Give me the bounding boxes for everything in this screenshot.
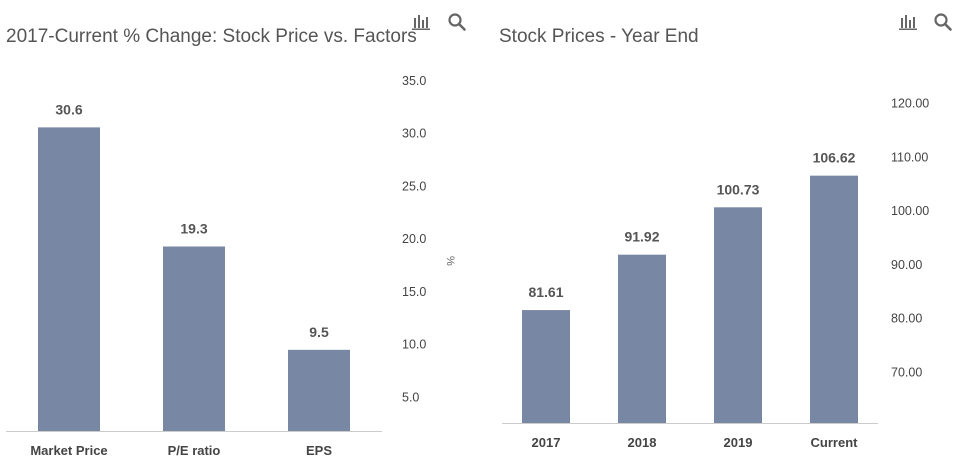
y-tick-label: 25.0 — [402, 179, 426, 193]
y-tick-label: 15.0 — [402, 285, 426, 299]
data-label: 91.92 — [624, 229, 659, 245]
y-tick-label: 100.00 — [891, 204, 929, 218]
bar — [618, 254, 666, 423]
y-tick-label: 35.0 — [402, 74, 426, 88]
chart-title: 2017-Current % Change: Stock Price vs. F… — [6, 26, 417, 47]
y-tick-label: 10.0 — [402, 338, 426, 352]
chart-title: Stock Prices - Year End — [499, 26, 699, 47]
x-tick-label: 2017 — [532, 435, 561, 450]
y-tick-label: 110.00 — [891, 150, 928, 164]
data-label: 100.73 — [717, 181, 760, 197]
bar — [163, 246, 225, 431]
y-tick-label: 20.0 — [402, 232, 426, 246]
search-icon[interactable] — [447, 12, 467, 32]
chart-panel-price-change: 2017-Current % Change: Stock Price vs. F… — [0, 0, 478, 472]
search-icon[interactable] — [933, 12, 953, 32]
x-tick-label: 2018 — [628, 435, 657, 450]
x-tick-label: P/E ratio — [168, 443, 221, 458]
bar — [288, 349, 350, 431]
bar — [714, 207, 762, 423]
bar-chart-icon[interactable] — [411, 12, 431, 32]
bar — [810, 175, 858, 423]
y-axis-unit: % — [444, 256, 456, 266]
bar-chart-stock-prices: 70.00 80.00 90.00 100.00 110.00 120.00 81.61 20… — [502, 97, 929, 450]
data-label: 30.6 — [55, 101, 82, 117]
chart-panel-stock-prices: Stock Prices - Year End 70.00 80.00 90.00 1… — [480, 0, 958, 472]
bar-chart-icon[interactable] — [898, 12, 918, 32]
x-tick-label: Market Price — [30, 443, 107, 458]
y-tick-label: 80.00 — [891, 312, 922, 326]
x-tick-label: Current — [811, 435, 859, 450]
bar — [522, 310, 570, 423]
data-label: 106.62 — [813, 150, 856, 166]
x-tick-label: EPS — [306, 443, 332, 458]
x-tick-label: 2019 — [724, 435, 753, 450]
y-tick-label: 5.0 — [402, 390, 419, 404]
y-tick-label: 70.00 — [891, 365, 922, 379]
y-tick-label: 30.0 — [402, 127, 426, 141]
bar — [38, 127, 100, 431]
y-tick-label: 90.00 — [891, 258, 922, 272]
data-label: 19.3 — [180, 221, 207, 237]
bar-chart-price-change: 5.0 10.0 15.0 20.0 25.0 30.0 35.0% 30.6 Market P… — [6, 74, 456, 458]
data-label: 9.5 — [309, 324, 329, 340]
y-tick-label: 120.00 — [891, 97, 929, 111]
data-label: 81.61 — [528, 284, 563, 300]
